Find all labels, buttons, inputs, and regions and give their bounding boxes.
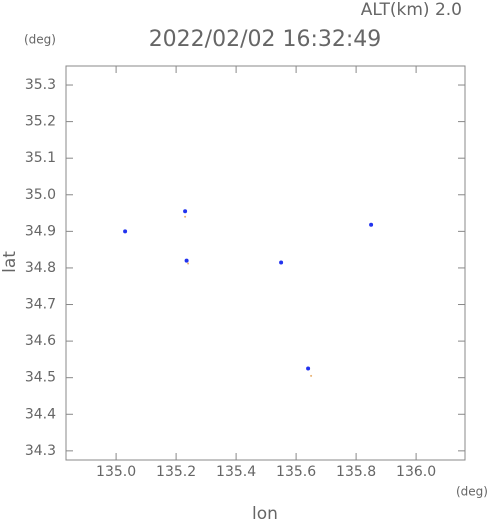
altitude-label: ALT(km) 2.0: [361, 0, 462, 20]
point: [187, 262, 190, 265]
y-tick-label: 35.0: [25, 187, 56, 203]
y-tick-label: 35.3: [25, 77, 56, 93]
point: [184, 258, 189, 263]
x-tick-label: 135.6: [276, 464, 316, 480]
point: [310, 374, 313, 377]
y-tick-label: 34.8: [25, 260, 56, 276]
x-unit: (deg): [456, 485, 488, 499]
y-tick-label: 34.4: [25, 406, 56, 422]
point: [123, 229, 128, 234]
y-tick-label: 34.7: [25, 297, 56, 313]
point: [183, 209, 188, 214]
y-tick-label: 34.3: [25, 443, 56, 459]
y-tick-label: 34.5: [25, 370, 56, 386]
y-axis-label: lat: [0, 251, 20, 273]
plot-frame: [65, 65, 466, 461]
x-tick-label: 135.8: [336, 464, 376, 480]
y-tick-label: 35.2: [25, 114, 56, 130]
y-tick-label: 35.1: [25, 150, 56, 166]
y-unit: (deg): [24, 33, 56, 47]
point: [306, 366, 311, 371]
x-tick-label: 135.2: [156, 464, 196, 480]
x-tick-label: 136.0: [396, 464, 436, 480]
x-tick-label: 135.0: [96, 464, 136, 480]
point: [184, 215, 187, 218]
x-axis-label: lon: [252, 504, 278, 521]
point: [279, 260, 284, 265]
x-tick-label: 135.4: [216, 464, 256, 480]
chart-title: 2022/02/02 16:32:49: [149, 27, 382, 52]
y-tick-label: 34.9: [25, 223, 56, 239]
y-tick-label: 34.6: [25, 333, 56, 349]
point: [369, 222, 374, 227]
